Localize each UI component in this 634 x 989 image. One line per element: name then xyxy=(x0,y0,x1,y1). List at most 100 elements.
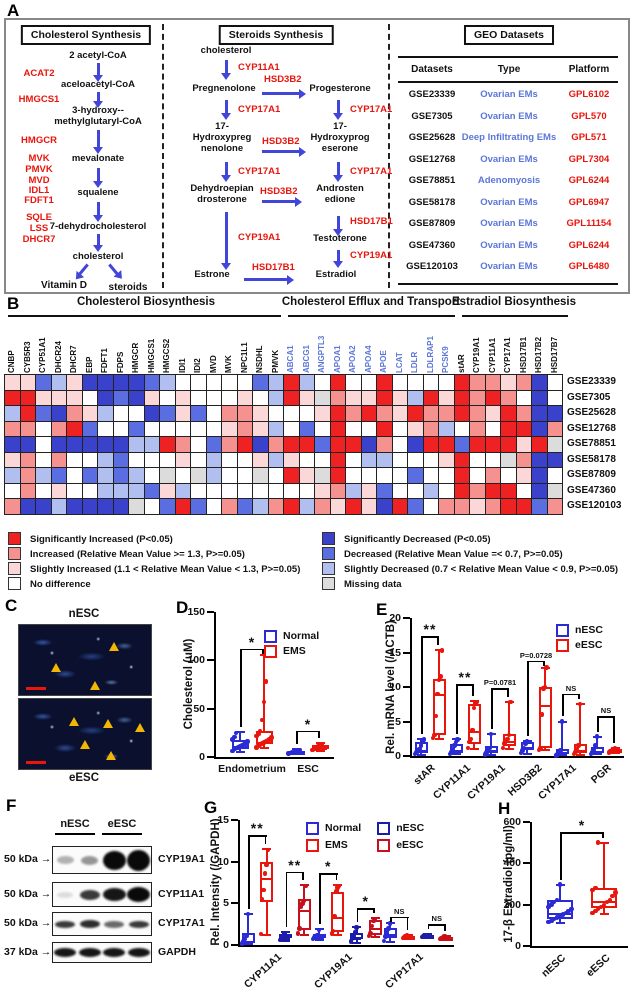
data-point xyxy=(261,887,266,893)
heatmap-cell xyxy=(67,483,83,499)
down-left-arrow-icon xyxy=(78,263,89,276)
down-arrow-icon xyxy=(93,63,103,82)
heatmap-cell xyxy=(516,452,532,468)
heatmap-cell xyxy=(144,468,160,484)
sig-bracket xyxy=(527,660,545,663)
whisker-cap xyxy=(451,752,461,755)
platform-cell: GPL570 xyxy=(571,110,607,122)
data-point xyxy=(256,731,261,736)
protein-label: CYP17A1 xyxy=(158,917,205,929)
heatmap-cell xyxy=(516,468,532,484)
divider-dashed-right xyxy=(388,24,390,288)
gene-label: CNBP xyxy=(7,350,16,373)
platform-cell: GPL571 xyxy=(571,132,607,143)
legend-entry: nESC xyxy=(377,821,424,835)
whisker-cap xyxy=(262,934,271,936)
heatmap-cell xyxy=(67,499,83,515)
heatmap-cell xyxy=(284,421,300,437)
median-line xyxy=(243,941,253,944)
enzyme-label: DHCR7 xyxy=(22,234,56,245)
platform-cell: GPL11154 xyxy=(566,218,612,229)
platform-cell: GPL6480 xyxy=(568,261,610,272)
y-tick xyxy=(523,945,530,947)
data-point xyxy=(610,893,615,899)
protein-band xyxy=(57,891,74,898)
legend-swatch xyxy=(264,644,277,658)
sig-bracket-leg xyxy=(444,924,446,931)
heatmap-cell xyxy=(67,406,83,422)
heatmap-cell xyxy=(470,406,486,422)
legend-label: Slightly Increased (1.1 < Relative Mean … xyxy=(30,564,301,575)
data-point xyxy=(594,734,600,739)
significance-label: ** xyxy=(423,620,437,637)
heatmap-cell xyxy=(454,421,470,437)
dataset-cell: GSE87809 xyxy=(408,218,456,229)
legend-entry: Normal xyxy=(264,629,319,643)
box xyxy=(241,932,255,944)
data-point xyxy=(281,931,287,936)
down-arrow-icon xyxy=(93,92,103,108)
whisker-cap xyxy=(423,933,432,936)
heatmap-cell xyxy=(113,452,129,468)
median-line xyxy=(289,753,303,756)
gene-label: DHCR7 xyxy=(69,345,78,373)
data-point xyxy=(554,915,560,920)
legend-label: Normal xyxy=(325,822,362,834)
pathway-node: Estradiol xyxy=(315,269,357,280)
data-point xyxy=(508,699,513,705)
heatmap-cell xyxy=(485,483,501,499)
heatmap-cell xyxy=(268,468,284,484)
significance-label: ** xyxy=(288,856,302,873)
heatmap-cell xyxy=(5,499,21,515)
molecular-weight-label: 50 kDa xyxy=(4,917,51,929)
heatmap-cell xyxy=(129,499,145,515)
data-point xyxy=(546,920,551,925)
legend-swatch xyxy=(556,623,569,637)
protein-band xyxy=(79,889,100,900)
heatmap-cell xyxy=(423,499,439,515)
heatmap-cell xyxy=(392,468,408,484)
heatmap-cell xyxy=(377,437,393,453)
enzyme-label: HSD17B1 xyxy=(252,262,295,273)
heatmap-cell xyxy=(346,452,362,468)
median-line xyxy=(441,938,451,941)
data-point xyxy=(386,926,391,931)
whisker-cap xyxy=(504,748,514,751)
sig-bracket-leg xyxy=(248,835,250,910)
enzyme-label: ACAT2 xyxy=(23,68,55,79)
heatmap-cell xyxy=(547,452,563,468)
sig-bracket-leg xyxy=(560,832,562,880)
legend-swatch xyxy=(322,532,335,546)
sig-bracket-leg xyxy=(390,916,392,922)
pathway-node: 3-hydroxy-- methylglutaryl-CoA xyxy=(54,105,142,127)
protein-band xyxy=(127,948,150,957)
significance-label: NS xyxy=(431,914,442,924)
significance-label: NS xyxy=(565,683,577,693)
heatmap-cell xyxy=(191,452,207,468)
data-point xyxy=(542,684,548,690)
gene-label: MVD xyxy=(208,355,218,373)
section-underline xyxy=(288,315,455,317)
sig-bracket-leg xyxy=(543,660,545,666)
heatmap-cell xyxy=(377,375,393,391)
legend-entry: Slightly Increased (1.1 < Relative Mean … xyxy=(8,562,300,577)
table-rule xyxy=(398,56,618,58)
data-point xyxy=(598,904,604,910)
down-arrow-icon xyxy=(221,100,231,120)
data-point xyxy=(435,691,440,697)
heatmap-cell xyxy=(51,468,67,484)
data-point xyxy=(303,883,308,889)
column-header: Platform xyxy=(568,64,610,75)
data-point xyxy=(417,746,422,752)
heatmap-cell xyxy=(284,468,300,484)
protein-band xyxy=(103,948,126,957)
heatmap-cell xyxy=(144,421,160,437)
heatmap-cell xyxy=(299,452,315,468)
median-line xyxy=(314,937,324,940)
heatmap-cell xyxy=(532,375,548,391)
molecular-weight-label: 50 kDa xyxy=(4,888,51,900)
sig-bracket-leg xyxy=(437,635,439,646)
heatmap-cell xyxy=(516,421,532,437)
heatmap-cell xyxy=(485,437,501,453)
y-tick xyxy=(523,903,530,906)
